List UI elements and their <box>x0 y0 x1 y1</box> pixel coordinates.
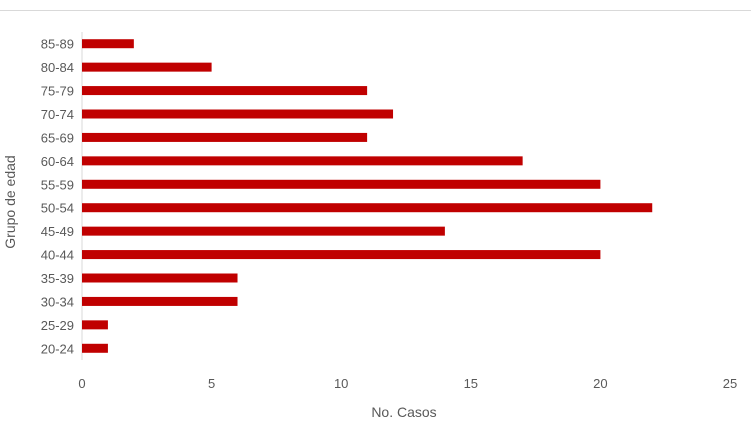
top-divider <box>0 10 751 11</box>
bar-65-69 <box>82 133 367 142</box>
x-tick-15: 15 <box>464 376 478 391</box>
bar-40-44 <box>82 250 600 259</box>
bar-60-64 <box>82 156 523 165</box>
x-axis-label: No. Casos <box>371 404 436 420</box>
category-label-60-64: 60-64 <box>41 154 74 169</box>
y-axis-label: Grupo de edad <box>2 155 18 248</box>
bar-75-79 <box>82 86 367 95</box>
category-label-70-74: 70-74 <box>41 107 74 122</box>
category-label-75-79: 75-79 <box>41 84 74 99</box>
bar-50-54 <box>82 203 652 212</box>
x-tick-25: 25 <box>723 376 737 391</box>
category-label-65-69: 65-69 <box>41 130 74 145</box>
category-label-30-34: 30-34 <box>41 294 74 309</box>
bar-35-39 <box>82 274 238 283</box>
bar-55-59 <box>82 180 600 189</box>
bar-30-34 <box>82 297 238 306</box>
x-tick-20: 20 <box>593 376 607 391</box>
category-label-45-49: 45-49 <box>41 224 74 239</box>
bars-group <box>82 39 652 353</box>
bar-70-74 <box>82 110 393 119</box>
category-label-85-89: 85-89 <box>41 37 74 52</box>
x-tick-0: 0 <box>78 376 85 391</box>
category-label-35-39: 35-39 <box>41 271 74 286</box>
x-tick-labels: 0 5 10 15 20 25 <box>78 376 737 391</box>
bar-80-84 <box>82 63 212 72</box>
category-label-20-24: 20-24 <box>41 341 74 356</box>
category-label-55-59: 55-59 <box>41 177 74 192</box>
bar-85-89 <box>82 39 134 48</box>
category-label-25-29: 25-29 <box>41 318 74 333</box>
x-tick-10: 10 <box>334 376 348 391</box>
bar-20-24 <box>82 344 108 353</box>
bar-25-29 <box>82 320 108 329</box>
x-tick-5: 5 <box>208 376 215 391</box>
bar-45-49 <box>82 227 445 236</box>
category-label-40-44: 40-44 <box>41 248 74 263</box>
category-labels: 20-24 25-29 30-34 35-39 40-44 45-49 50-54 55-59… <box>41 37 74 357</box>
category-label-80-84: 80-84 <box>41 60 74 75</box>
category-label-50-54: 50-54 <box>41 201 74 216</box>
